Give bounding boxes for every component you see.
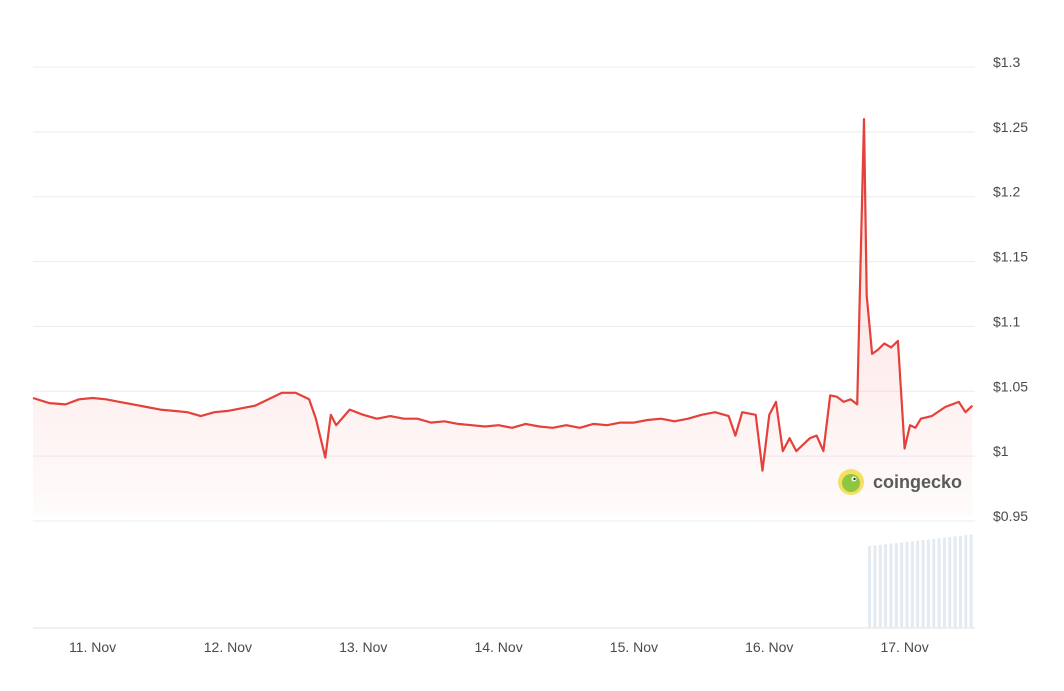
volume-bar <box>900 542 904 628</box>
volume-bar <box>964 535 968 628</box>
volume-bar <box>894 543 898 628</box>
coingecko-wordmark: coingecko <box>873 472 962 492</box>
price-line <box>32 118 974 472</box>
volume-bar <box>926 539 930 628</box>
volume-bar <box>884 544 888 628</box>
y-tick-label: $1.2 <box>993 184 1020 200</box>
volume-bar <box>958 535 962 628</box>
y-tick-label: $1.05 <box>993 378 1028 394</box>
volume-bar <box>905 541 909 628</box>
coingecko-watermark: coingecko <box>838 469 962 495</box>
volume-bar <box>873 545 877 628</box>
volume-bar <box>942 537 946 628</box>
price-area <box>33 119 973 516</box>
y-tick-label: $1.1 <box>993 313 1020 329</box>
coingecko-logo-face <box>842 474 860 492</box>
x-axis: 11. Nov 12. Nov 13. Nov 14. Nov 15. Nov 16. N… <box>69 639 929 655</box>
coingecko-logo-pupil <box>853 477 856 481</box>
y-tick-label: $1.25 <box>993 119 1028 135</box>
y-tick-label: $0.95 <box>993 508 1028 524</box>
volume-bar <box>937 538 941 628</box>
volume-bar <box>916 540 920 628</box>
volume-bar <box>921 540 925 628</box>
volume-bar <box>953 536 957 628</box>
volume-bars <box>868 534 973 628</box>
x-tick-label: 14. Nov <box>474 639 522 655</box>
x-tick-label: 11. Nov <box>69 639 116 655</box>
y-axis: $1.3 $1.25 $1.2 $1.15 $1.1 $1.05 $1 $0.95 <box>993 54 1028 524</box>
volume-bar <box>889 543 893 628</box>
volume-bar <box>910 541 914 628</box>
y-tick-label: $1 <box>993 443 1009 459</box>
x-tick-label: 16. Nov <box>745 639 793 655</box>
volume-bar <box>932 538 936 628</box>
x-tick-label: 15. Nov <box>610 639 658 655</box>
grid <box>33 66 975 629</box>
y-tick-label: $1.15 <box>993 249 1028 265</box>
x-tick-label: 12. Nov <box>204 639 252 655</box>
volume-bar <box>969 534 973 628</box>
volume-bar <box>868 546 872 628</box>
x-tick-label: 17. Nov <box>880 639 928 655</box>
x-tick-label: 13. Nov <box>339 639 387 655</box>
volume-bar <box>878 544 882 628</box>
y-tick-label: $1.3 <box>993 54 1020 70</box>
volume-bar <box>948 537 952 628</box>
